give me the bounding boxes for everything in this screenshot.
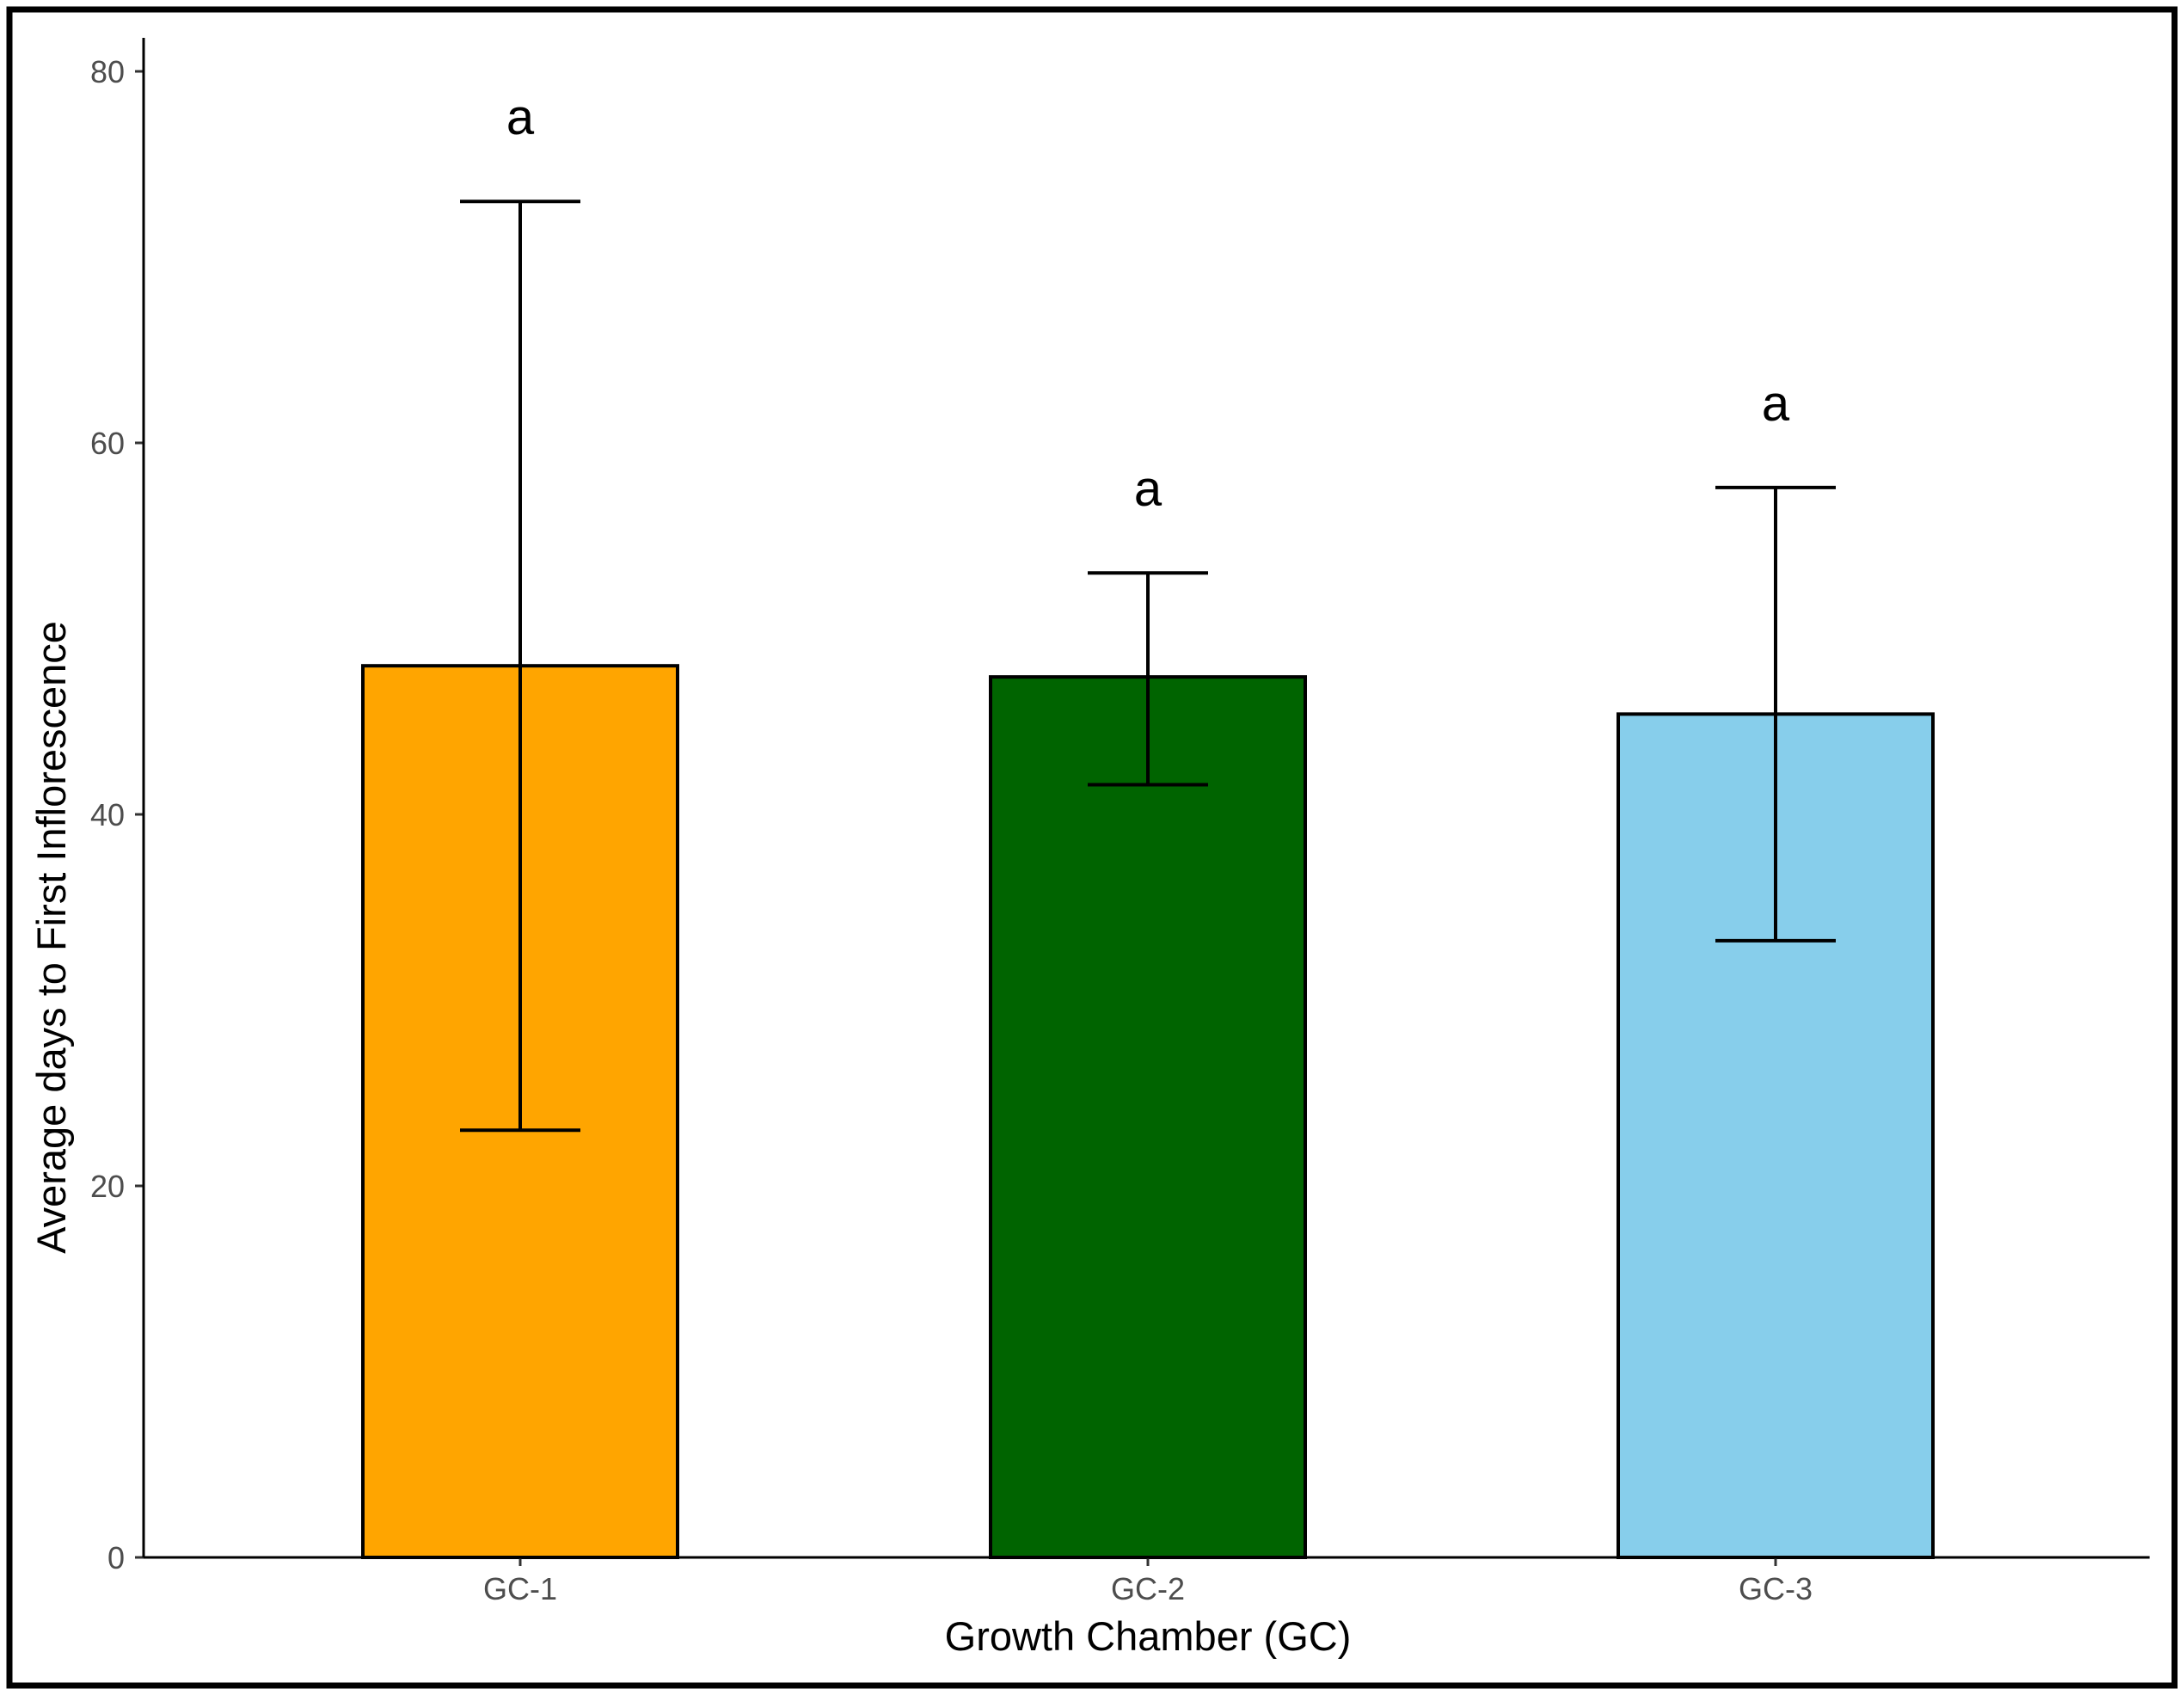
x-tick-label: GC-1 [483, 1571, 557, 1606]
x-tick-label: GC-3 [1739, 1571, 1813, 1606]
x-axis-title: Growth Chamber (GC) [945, 1613, 1352, 1659]
y-tick-label: 60 [90, 426, 125, 461]
x-tick-label: GC-2 [1111, 1571, 1185, 1606]
y-axis-title: Average days to First Inflorescence [28, 621, 74, 1254]
significance-letter: a [506, 89, 535, 145]
significance-letter: a [1762, 376, 1790, 432]
y-tick-label: 80 [90, 54, 125, 89]
y-tick-label: 20 [90, 1169, 125, 1204]
y-tick-label: 40 [90, 797, 125, 832]
plot-area: 0 20 40 60 80 a GC-1 a GC-2 a GC-3 [90, 54, 1935, 1606]
bar-gc-2 [989, 675, 1307, 1559]
y-tick-label: 0 [107, 1540, 125, 1575]
significance-letter: a [1134, 461, 1163, 517]
